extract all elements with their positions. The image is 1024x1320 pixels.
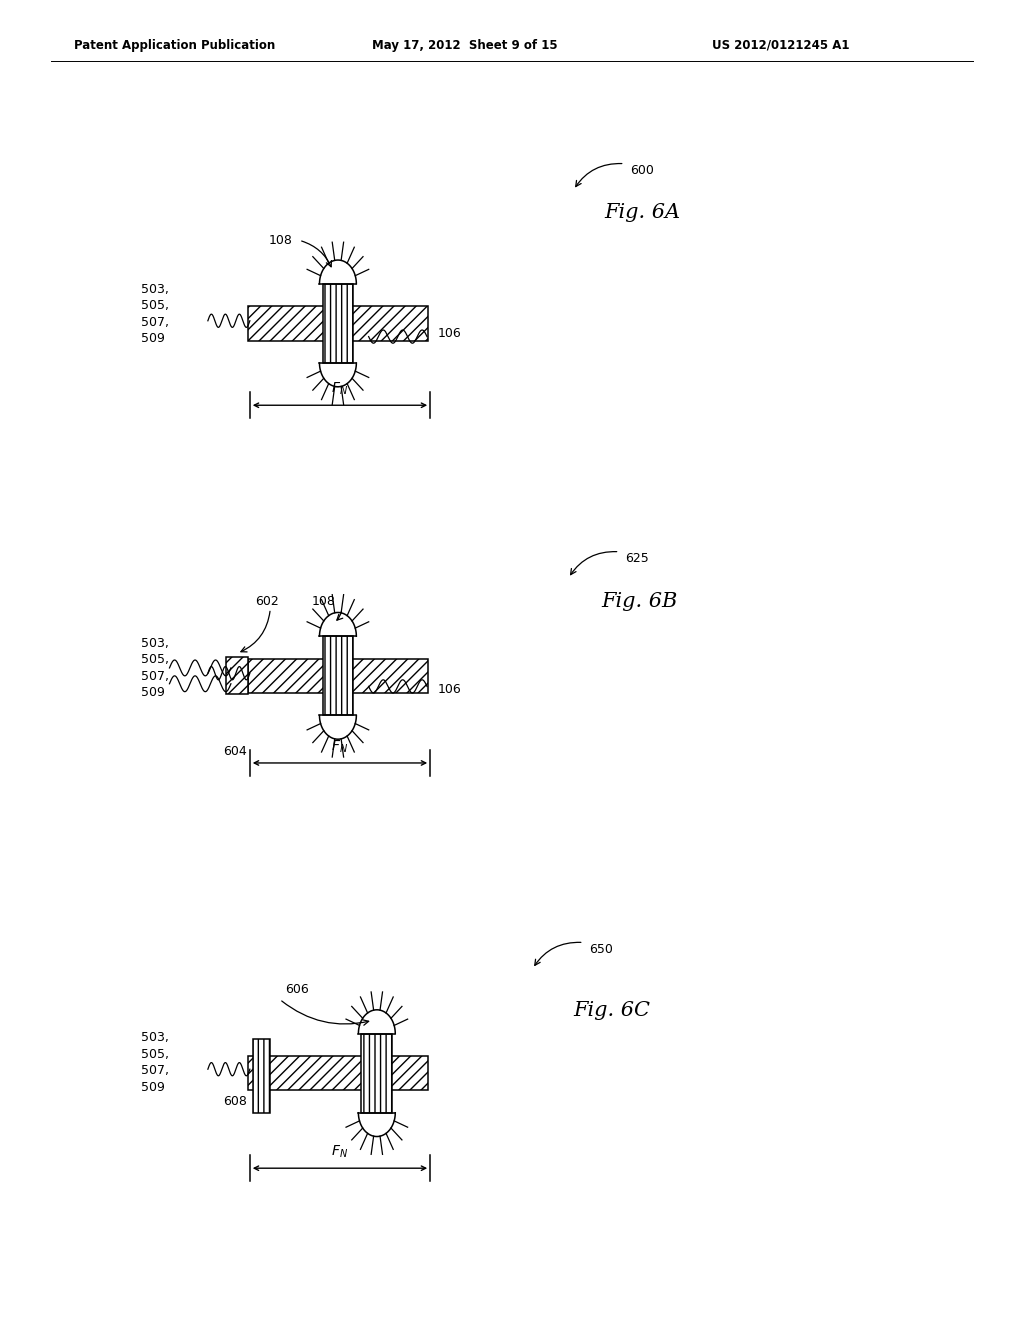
Text: May 17, 2012  Sheet 9 of 15: May 17, 2012 Sheet 9 of 15 bbox=[372, 38, 557, 51]
Text: 600: 600 bbox=[630, 164, 653, 177]
Text: 625: 625 bbox=[625, 552, 648, 565]
Text: 602: 602 bbox=[255, 594, 279, 607]
Text: 106: 106 bbox=[437, 326, 461, 339]
Bar bbox=[254, 1039, 270, 1113]
Text: 608: 608 bbox=[223, 1094, 247, 1107]
Bar bbox=[249, 659, 428, 693]
Text: Patent Application Publication: Patent Application Publication bbox=[74, 38, 275, 51]
Text: US 2012/0121245 A1: US 2012/0121245 A1 bbox=[712, 38, 849, 51]
Text: 106: 106 bbox=[437, 682, 461, 696]
Text: 108: 108 bbox=[268, 234, 292, 247]
Bar bbox=[226, 657, 249, 694]
Bar bbox=[323, 284, 353, 363]
Text: $\mathit{F}$$_\mathit{N}$: $\mathit{F}$$_\mathit{N}$ bbox=[332, 1144, 348, 1160]
Text: Fig. 6A: Fig. 6A bbox=[604, 203, 680, 222]
Text: Fig. 6C: Fig. 6C bbox=[573, 1002, 650, 1020]
Text: 604: 604 bbox=[223, 744, 247, 758]
Bar bbox=[249, 306, 428, 341]
Text: $\mathit{F}$$_\mathit{N}$: $\mathit{F}$$_\mathit{N}$ bbox=[332, 739, 348, 755]
Text: 503,
505,
507,
509: 503, 505, 507, 509 bbox=[141, 282, 169, 346]
Bar bbox=[323, 636, 353, 715]
Text: $\mathit{F}$$_\mathit{N}$: $\mathit{F}$$_\mathit{N}$ bbox=[332, 381, 348, 397]
Bar bbox=[361, 1034, 392, 1113]
Text: Fig. 6B: Fig. 6B bbox=[601, 593, 678, 611]
Bar bbox=[249, 1056, 428, 1090]
Text: 650: 650 bbox=[589, 942, 612, 956]
Text: 503,
505,
507,
509: 503, 505, 507, 509 bbox=[141, 636, 169, 700]
Text: 108: 108 bbox=[311, 594, 335, 607]
Text: 606: 606 bbox=[285, 982, 308, 995]
Text: 503,
505,
507,
509: 503, 505, 507, 509 bbox=[141, 1031, 169, 1094]
